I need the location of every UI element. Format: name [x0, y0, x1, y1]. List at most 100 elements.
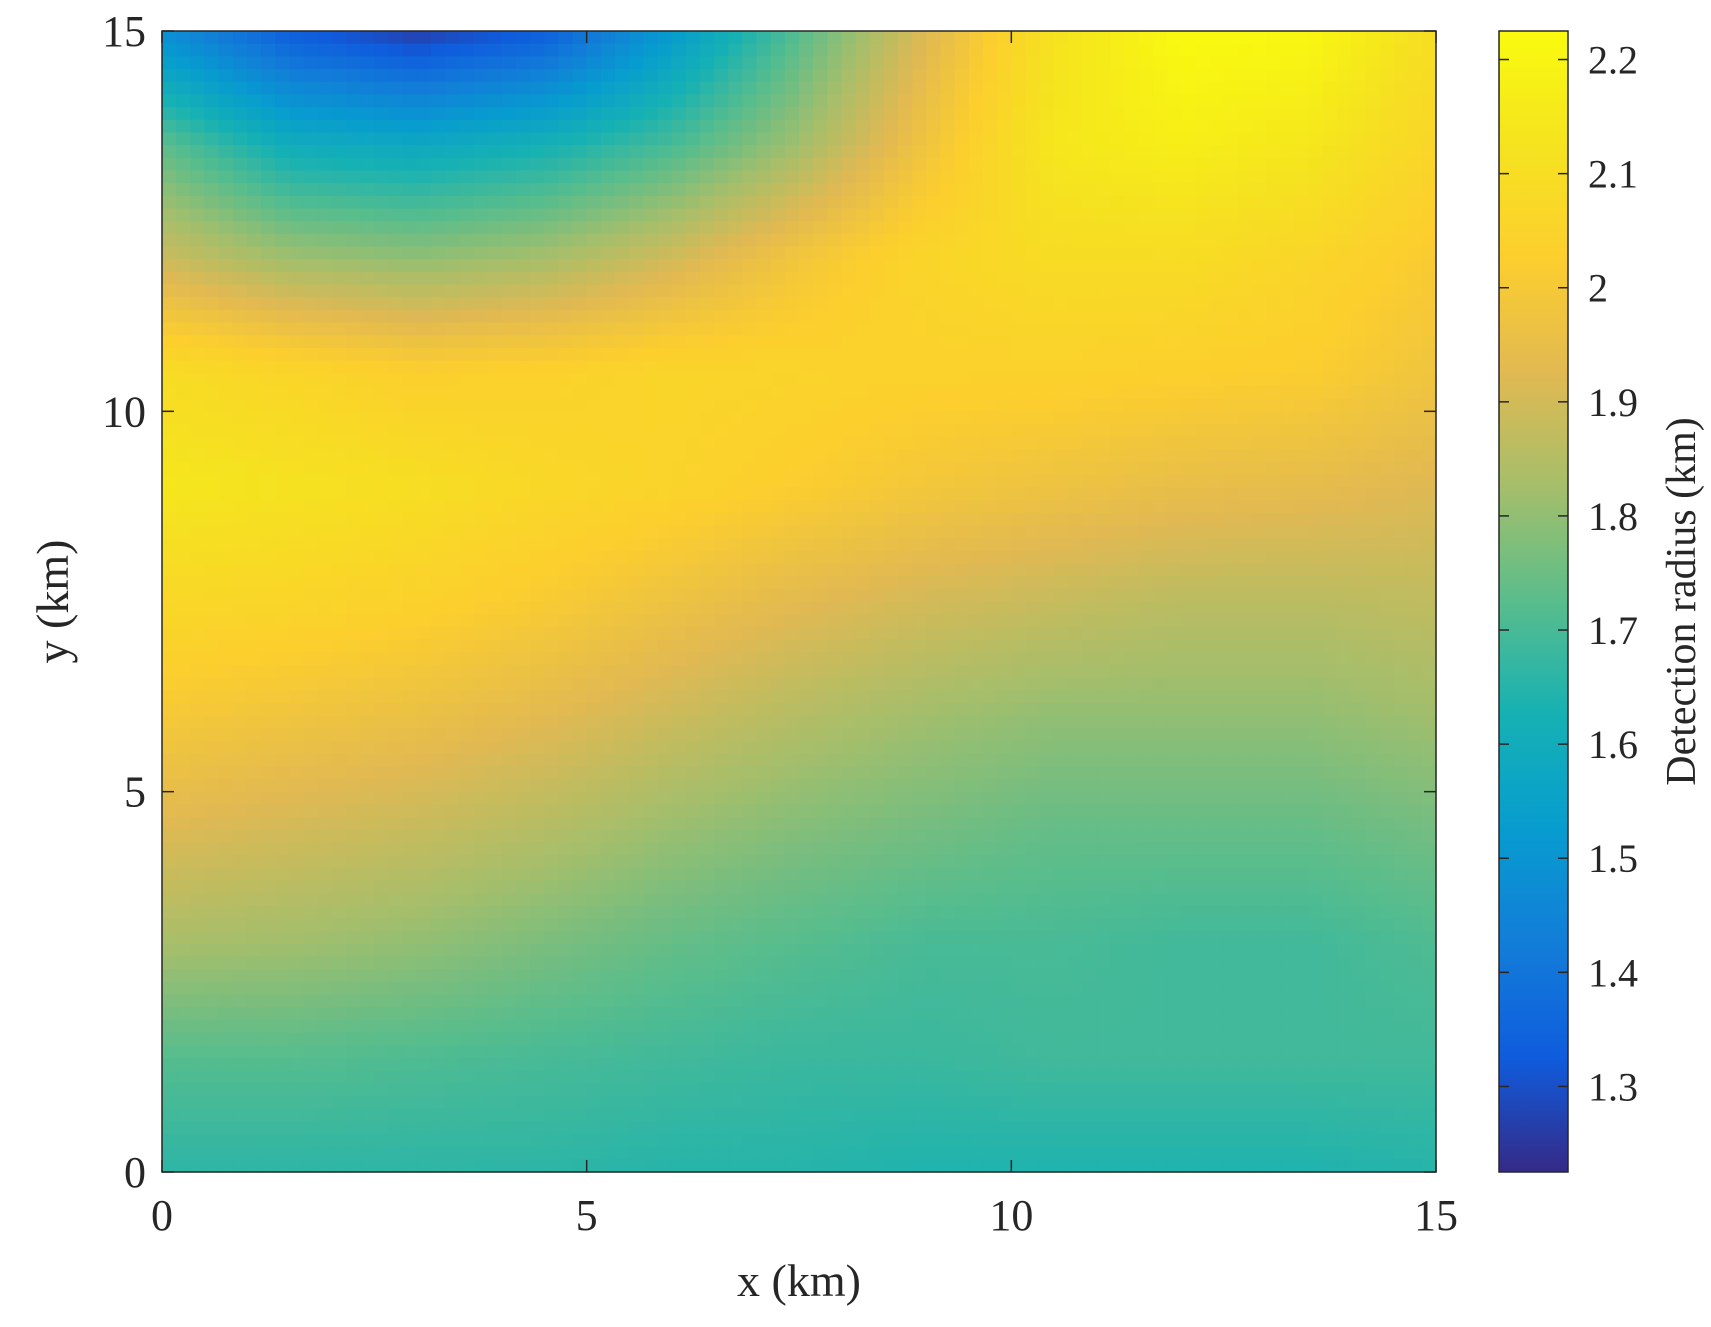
heatmap-cell — [402, 424, 418, 438]
heatmap-cell — [1053, 614, 1069, 628]
heatmap-cell — [190, 576, 206, 590]
heatmap-cell — [671, 183, 687, 197]
heatmap-cell — [275, 436, 290, 450]
heatmap-cell — [1067, 449, 1083, 463]
heatmap-cell — [841, 322, 857, 336]
heatmap-cell — [657, 119, 673, 134]
heatmap-cell — [883, 259, 899, 273]
heatmap-cell — [600, 715, 616, 729]
heatmap-cell — [586, 347, 602, 362]
heatmap-cell — [459, 119, 475, 134]
heatmap-cell — [289, 246, 305, 260]
heatmap-cell — [742, 588, 758, 603]
heatmap-cell — [416, 652, 432, 666]
heatmap-cell — [1124, 145, 1140, 159]
heatmap-cell — [162, 119, 177, 134]
heatmap-cell — [1138, 487, 1154, 501]
heatmap-cell — [1110, 233, 1126, 248]
heatmap-cell — [1223, 271, 1239, 286]
heatmap-cell — [1082, 449, 1097, 463]
heatmap-cell — [813, 652, 828, 666]
heatmap-cell — [402, 626, 418, 641]
heatmap-cell — [940, 500, 956, 514]
heatmap-cell — [1167, 119, 1182, 134]
heatmap-cell — [459, 652, 475, 666]
heatmap-cell — [855, 677, 871, 691]
heatmap-cell — [374, 702, 390, 717]
heatmap-cell — [756, 525, 772, 539]
heatmap-cell — [1251, 690, 1267, 704]
heatmap-cell — [331, 614, 347, 628]
heatmap-cell — [1039, 487, 1055, 501]
heatmap-cell — [586, 601, 602, 615]
heatmap-cell — [1195, 550, 1211, 565]
heatmap-cell — [1223, 246, 1239, 260]
heatmap-cell — [558, 512, 574, 527]
heatmap-cell — [784, 525, 800, 539]
heatmap-cell — [671, 43, 687, 57]
heatmap-cell — [1039, 474, 1055, 488]
heatmap-cell — [813, 43, 828, 57]
heatmap-cell — [445, 462, 460, 476]
heatmap-cell — [1167, 690, 1182, 704]
heatmap-cell — [1152, 690, 1168, 704]
heatmap-cell — [629, 563, 644, 577]
heatmap-cell — [275, 43, 290, 57]
heatmap-cell — [572, 132, 588, 146]
heatmap-cell — [515, 601, 531, 615]
heatmap-cell — [1351, 259, 1366, 273]
heatmap-cell — [346, 183, 361, 197]
heatmap-cell — [1223, 385, 1239, 400]
heatmap-cell — [232, 183, 248, 197]
heatmap-cell — [530, 690, 545, 704]
heatmap-cell — [176, 56, 191, 70]
heatmap-cell — [1266, 183, 1281, 197]
heatmap-cell — [685, 233, 701, 248]
heatmap-cell — [303, 233, 319, 248]
heatmap-cell — [685, 664, 701, 679]
heatmap-cell — [685, 538, 701, 552]
heatmap-cell — [883, 157, 899, 172]
heatmap-cell — [883, 652, 899, 666]
heatmap-cell — [926, 462, 942, 476]
heatmap-cell — [968, 259, 984, 273]
heatmap-cell — [374, 449, 390, 463]
heatmap-cell — [430, 385, 446, 400]
heatmap-cell — [898, 588, 913, 603]
heatmap-cell — [869, 525, 885, 539]
heatmap-cell — [1124, 588, 1140, 603]
heatmap-cell — [1308, 157, 1324, 172]
heatmap-cell — [1096, 538, 1112, 552]
heatmap-cell — [303, 462, 319, 476]
heatmap-cell — [629, 398, 644, 412]
heatmap-cell — [728, 652, 743, 666]
heatmap-cell — [275, 385, 290, 400]
heatmap-cell — [1138, 271, 1154, 286]
heatmap-cell — [1294, 94, 1310, 108]
heatmap-cell — [1280, 297, 1296, 311]
heatmap-cell — [1379, 145, 1395, 159]
heatmap-cell — [1336, 550, 1352, 565]
heatmap-cell — [1379, 208, 1395, 222]
heatmap-cell — [756, 157, 772, 172]
heatmap-cell — [331, 284, 347, 298]
heatmap-cell — [869, 462, 885, 476]
heatmap-cell — [671, 690, 687, 704]
heatmap-cell — [614, 639, 630, 653]
heatmap-cell — [1322, 170, 1338, 184]
heatmap-cell — [1039, 246, 1055, 260]
heatmap-cell — [841, 335, 857, 349]
heatmap-cell — [954, 208, 970, 222]
heatmap-cell — [671, 284, 687, 298]
heatmap-cell — [657, 411, 673, 425]
heatmap-cell — [600, 487, 616, 501]
heatmap-cell — [629, 284, 644, 298]
heatmap-cell — [515, 614, 531, 628]
heatmap-cell — [162, 639, 177, 653]
heatmap-cell — [1308, 677, 1324, 691]
heatmap-cell — [1336, 43, 1352, 57]
heatmap-cell — [855, 411, 871, 425]
heatmap-cell — [360, 347, 375, 362]
heatmap-cell — [558, 385, 574, 400]
heatmap-cell — [1011, 43, 1027, 57]
